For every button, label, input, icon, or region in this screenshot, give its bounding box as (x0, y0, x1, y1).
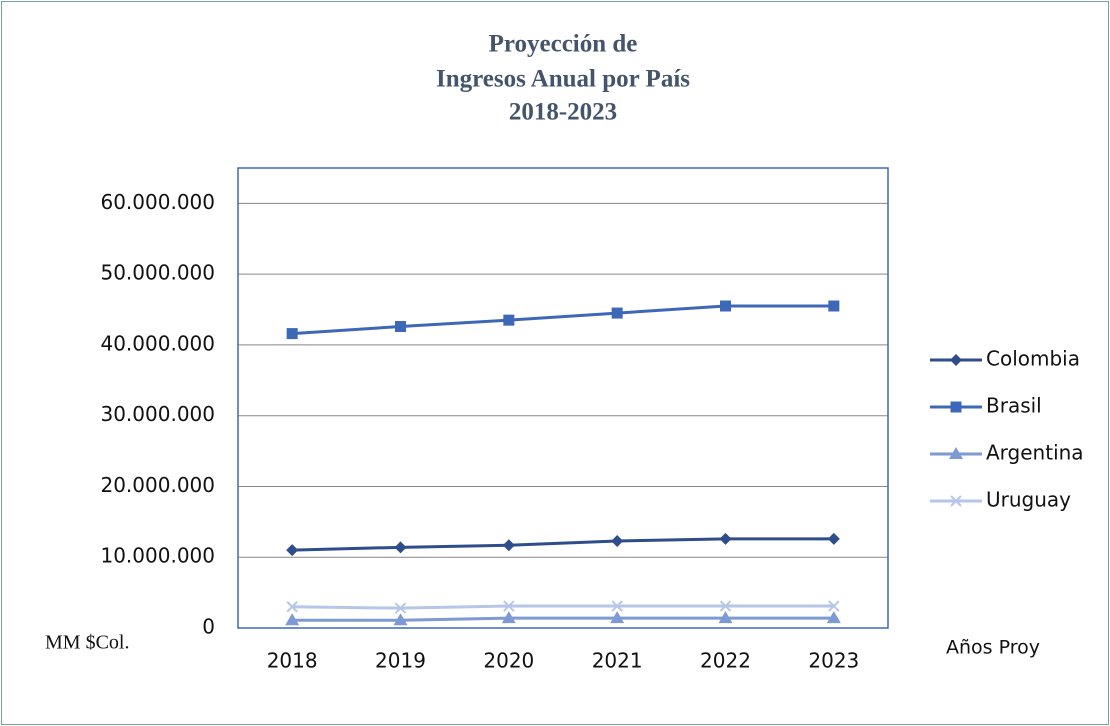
y-tick-label: 20.000.000 (100, 473, 215, 497)
marker (828, 600, 840, 612)
x-tick-label: 2019 (375, 649, 426, 673)
marker (719, 532, 732, 545)
marker (828, 300, 840, 312)
marker (286, 544, 299, 557)
y-tick-label: 10.000.000 (100, 544, 215, 568)
marker (611, 534, 624, 547)
marker (718, 611, 733, 624)
marker (285, 613, 300, 626)
chart-title: Proyección de (489, 31, 638, 58)
marker (393, 613, 408, 626)
marker (719, 600, 732, 612)
legend-label: Brasil (986, 394, 1042, 418)
x-tick-label: 2018 (267, 649, 318, 673)
y-axis-label: MM $Col. (45, 632, 129, 654)
chart-title: Ingresos Anual por País (436, 66, 690, 93)
legend-label: Uruguay (986, 488, 1071, 512)
series-line (292, 537, 834, 552)
marker (611, 307, 623, 319)
legend-label: Colombia (986, 347, 1080, 371)
marker (611, 600, 623, 612)
marker (610, 611, 625, 624)
series-line (292, 616, 834, 622)
marker (950, 401, 962, 413)
y-tick-label: 40.000.000 (100, 331, 215, 355)
series-line (292, 604, 834, 610)
marker (950, 354, 962, 366)
chart-title: 2018-2023 (509, 99, 617, 126)
marker (949, 447, 963, 459)
y-tick-label: 0 (202, 615, 215, 639)
marker (503, 600, 515, 612)
y-tick-label: 30.000.000 (100, 402, 215, 426)
marker (286, 601, 298, 613)
y-tick-label: 60.000.000 (100, 190, 215, 214)
marker (394, 541, 407, 554)
marker (501, 611, 516, 624)
marker (827, 532, 840, 545)
legend-label: Argentina (986, 441, 1084, 465)
x-tick-label: 2023 (808, 649, 859, 673)
plot-area (237, 167, 889, 629)
x-tick-label: 2022 (700, 649, 751, 673)
marker (502, 539, 515, 552)
y-tick-label: 50.000.000 (100, 261, 215, 285)
marker (394, 602, 407, 614)
x-tick-label: 2020 (483, 649, 534, 673)
marker (950, 495, 962, 507)
marker (826, 611, 841, 624)
marker (286, 328, 298, 340)
marker (395, 321, 406, 333)
x-tick-label: 2021 (592, 649, 643, 673)
marker (503, 314, 515, 326)
series-line (292, 304, 834, 336)
marker (720, 300, 731, 312)
x-axis-label: Años Proy (946, 637, 1040, 659)
